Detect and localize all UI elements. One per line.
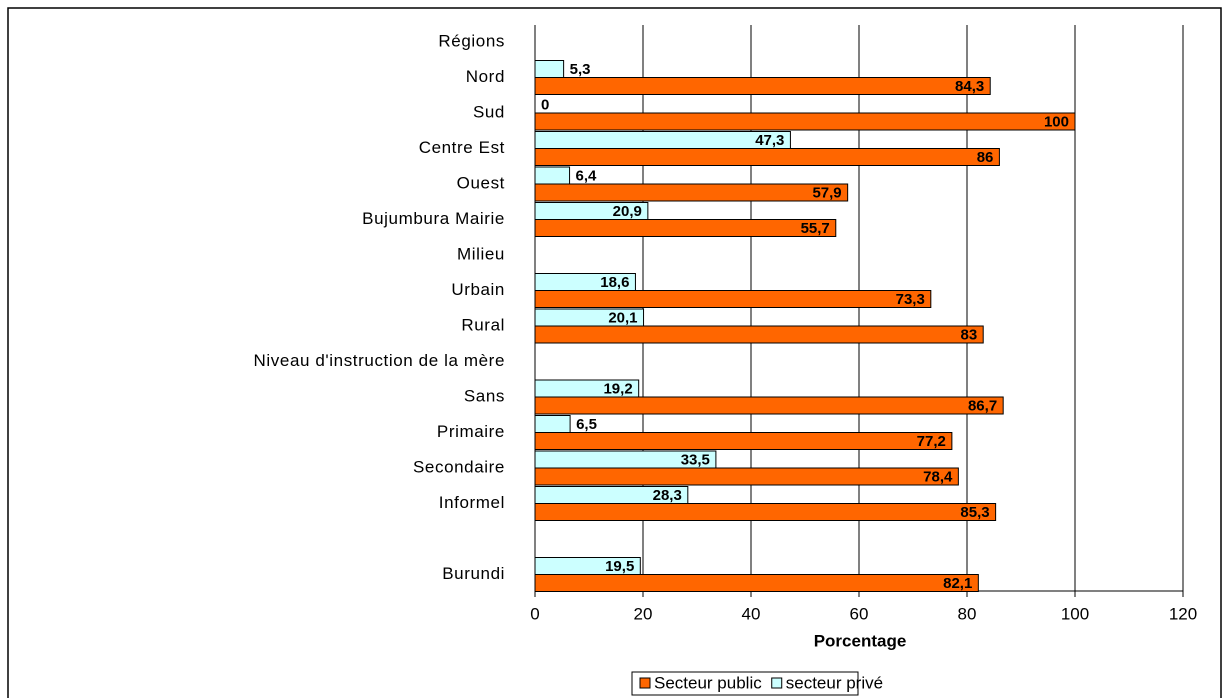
value-label: 18,6 bbox=[600, 274, 629, 291]
x-tick-label: 0 bbox=[530, 604, 539, 623]
category-label: Urbain bbox=[451, 280, 505, 299]
value-label: 82,1 bbox=[943, 575, 972, 592]
bar bbox=[534, 219, 837, 237]
legend-swatch bbox=[771, 677, 783, 689]
category-label: Primaire bbox=[437, 422, 505, 441]
x-tick-label: 120 bbox=[1169, 604, 1197, 623]
bar bbox=[534, 415, 571, 433]
category-label: Secondaire bbox=[413, 457, 505, 476]
legend-box bbox=[631, 671, 859, 696]
value-label: 0 bbox=[541, 96, 549, 113]
bar bbox=[534, 432, 953, 450]
legend-label: Secteur public bbox=[654, 673, 762, 692]
category-label: Rural bbox=[461, 315, 505, 334]
x-tick-label: 40 bbox=[742, 604, 761, 623]
category-label: Sud bbox=[473, 102, 505, 121]
bar bbox=[534, 467, 959, 486]
legend-label: secteur privé bbox=[786, 673, 883, 692]
category-label: Régions bbox=[438, 31, 505, 50]
value-label: 86,7 bbox=[968, 397, 997, 414]
value-label: 55,7 bbox=[801, 220, 830, 237]
category-label: Centre Est bbox=[419, 138, 505, 157]
value-label: 57,9 bbox=[812, 184, 841, 201]
category-label: Ouest bbox=[457, 173, 505, 192]
value-label: 84,3 bbox=[955, 78, 984, 95]
value-label: 20,9 bbox=[613, 203, 642, 220]
value-label: 85,3 bbox=[960, 504, 989, 521]
category-label: Bujumbura Mairie bbox=[362, 209, 505, 228]
bar bbox=[534, 131, 791, 149]
value-label: 83 bbox=[961, 326, 978, 343]
value-label: 20,1 bbox=[608, 309, 637, 326]
bar bbox=[534, 112, 1076, 131]
bar bbox=[534, 166, 571, 185]
category-label: Burundi bbox=[442, 564, 505, 583]
value-label: 6,5 bbox=[576, 416, 597, 433]
bar bbox=[534, 290, 932, 308]
frame bbox=[7, 7, 1222, 698]
value-label: 47,3 bbox=[755, 132, 784, 149]
value-label: 33,5 bbox=[681, 451, 710, 468]
value-label: 73,3 bbox=[896, 291, 925, 308]
value-label: 100 bbox=[1044, 113, 1069, 130]
x-tick-label: 100 bbox=[1061, 604, 1089, 623]
bar bbox=[534, 183, 849, 202]
bar bbox=[534, 148, 1000, 166]
value-label: 28,3 bbox=[653, 487, 682, 504]
bar bbox=[534, 503, 997, 521]
value-label: 19,2 bbox=[603, 380, 632, 397]
value-label: 77,2 bbox=[917, 433, 946, 450]
category-label: Sans bbox=[464, 386, 505, 405]
category-label: Informel bbox=[439, 493, 505, 512]
x-tick-label: 60 bbox=[850, 604, 869, 623]
x-tick-label: 80 bbox=[958, 604, 977, 623]
bar bbox=[534, 325, 984, 344]
value-label: 86 bbox=[977, 149, 994, 166]
category-label: Nord bbox=[466, 67, 505, 86]
value-label: 19,5 bbox=[605, 558, 634, 575]
value-label: 6,4 bbox=[576, 167, 598, 184]
category-label: Milieu bbox=[457, 244, 505, 263]
x-axis-label: Porcentage bbox=[814, 631, 907, 650]
bar bbox=[534, 574, 979, 592]
bar bbox=[534, 77, 991, 95]
legend-swatch bbox=[639, 677, 651, 689]
x-tick-label: 20 bbox=[634, 604, 653, 623]
value-label: 5,3 bbox=[570, 61, 591, 78]
category-label: Niveau d'instruction de la mère bbox=[254, 351, 505, 370]
bar bbox=[534, 396, 1004, 415]
value-label: 78,4 bbox=[923, 468, 953, 485]
bar bbox=[534, 60, 565, 78]
